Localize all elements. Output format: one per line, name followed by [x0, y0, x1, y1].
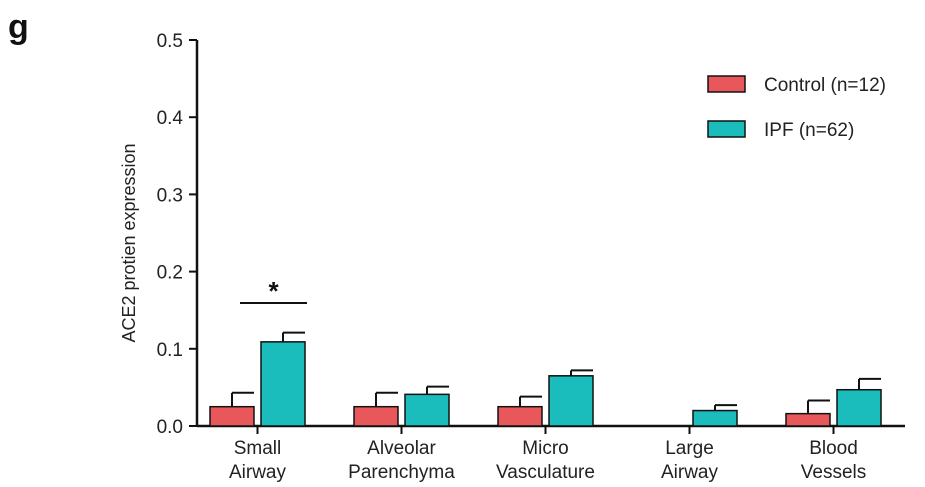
bar: [692, 409, 738, 427]
y-tick-label: 0.2: [157, 263, 183, 284]
x-tick-label: Alveolar Parenchyma: [348, 438, 455, 483]
y-axis-label: ACE2 protien expression: [119, 143, 139, 342]
annotations: *: [240, 276, 307, 306]
legend-label: IPF (n=62): [764, 120, 854, 141]
bar: [353, 405, 399, 427]
bar: [497, 405, 543, 427]
bars: [209, 331, 882, 427]
y-tick-label: 0.0: [157, 417, 183, 438]
legend-label: Control (n=12): [764, 75, 886, 96]
legend-swatch: [707, 120, 746, 138]
significance-marker: *: [268, 276, 279, 306]
y-tick-label: 0.3: [157, 185, 183, 206]
x-tick-label: Micro Vasculature: [496, 438, 595, 483]
bar: [209, 405, 255, 427]
y-tick-label: 0.1: [157, 340, 183, 361]
legend: Control (n=12) IPF (n=62): [707, 75, 886, 141]
bar: [548, 375, 594, 427]
bar: [260, 341, 306, 427]
y-tick-label: 0.4: [157, 108, 184, 129]
y-tick-label: 0.5: [157, 31, 183, 52]
bar: [785, 412, 831, 427]
bar: [836, 388, 882, 427]
x-tick-label: Blood Vessels: [801, 438, 866, 483]
x-tick-label: Small Airway: [229, 438, 287, 483]
axes: 0.0 0.1 0.2 0.3 0.4 0.5 ACE2 protien expressio…: [119, 31, 905, 483]
panel-label: g: [8, 8, 29, 46]
legend-swatch: [707, 75, 746, 93]
x-tick-label: Large Airway: [661, 438, 719, 483]
bar: [404, 393, 450, 427]
